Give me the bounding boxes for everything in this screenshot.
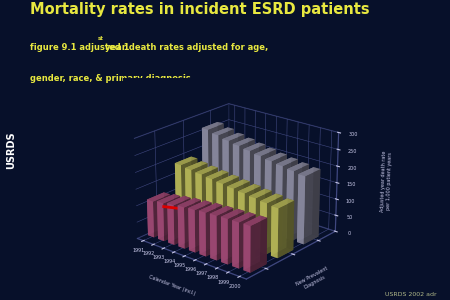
X-axis label: Calendar Year (incl.): Calendar Year (incl.) [148,274,196,296]
Y-axis label: New Prevalent
Diagnosis: New Prevalent Diagnosis [295,266,332,292]
Text: year death rates adjusted for age,: year death rates adjusted for age, [102,43,268,52]
Text: figure 9.1 adjusted 1: figure 9.1 adjusted 1 [30,43,130,52]
Text: USRDS 2002 adr: USRDS 2002 adr [385,292,436,297]
Text: st: st [98,36,104,41]
Text: gender, race, & primary diagnosis: gender, race, & primary diagnosis [30,74,191,83]
Text: Mortality rates in incident ESRD patients: Mortality rates in incident ESRD patient… [30,2,370,17]
Text: USRDS: USRDS [6,131,16,169]
